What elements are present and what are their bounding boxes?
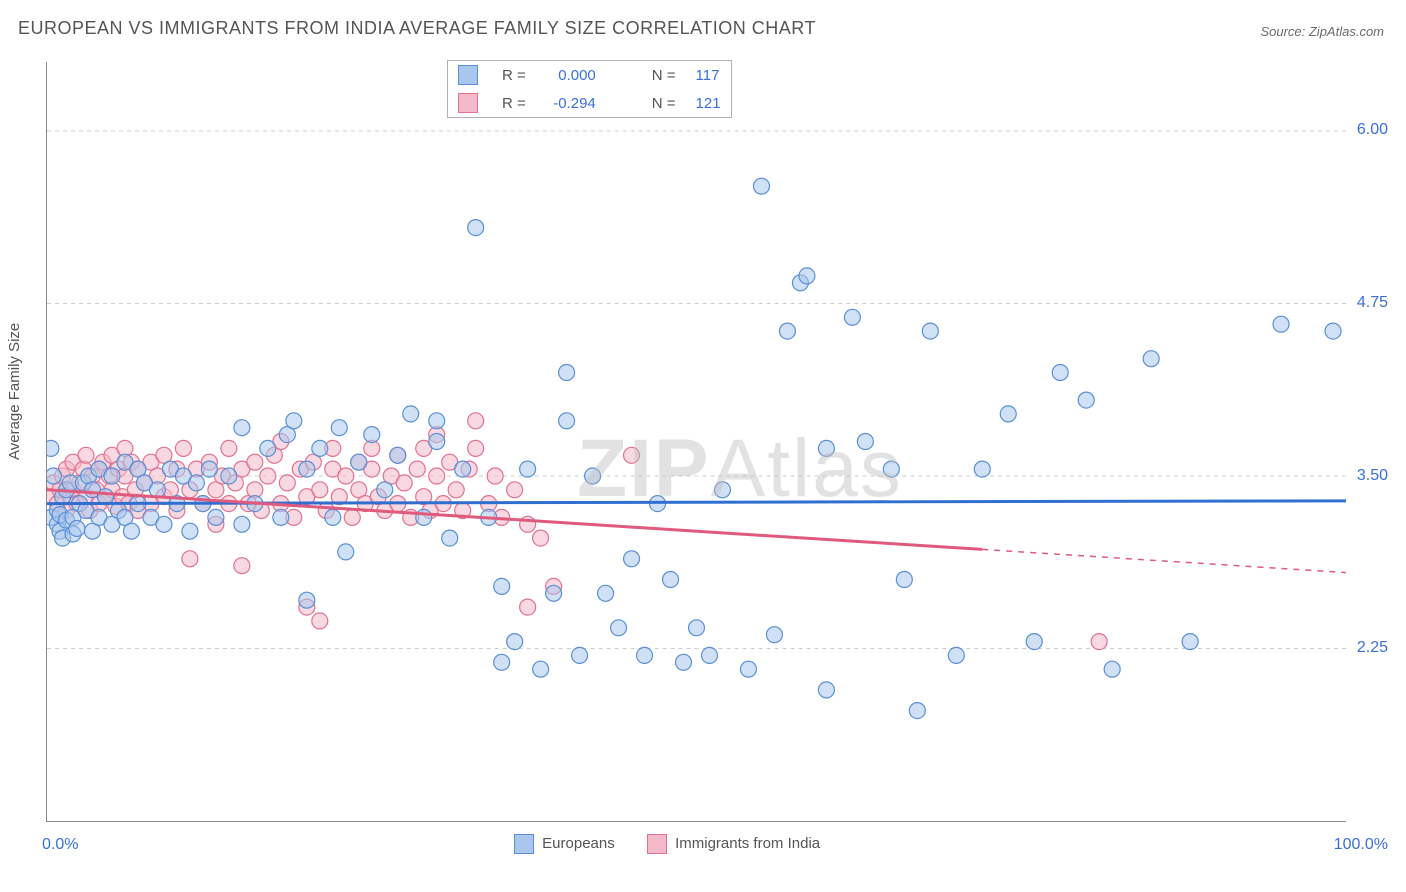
n-label-0: N = [642,61,686,89]
r-label-0: R = [492,61,536,89]
y-tick-label: 2.25 [1338,639,1388,657]
legend-label-0: Europeans [542,835,615,852]
legend-label-1: Immigrants from India [675,835,820,852]
n-label-1: N = [642,89,686,117]
swatch-series-1 [458,93,478,113]
legend-item-1: Immigrants from India [647,834,820,854]
r-value-0: 0.000 [536,61,606,89]
source-attribution: Source: ZipAtlas.com [1260,24,1384,39]
legend-stats-row-0: R = 0.000 N = 117 [448,61,731,89]
y-tick-label: 4.75 [1338,294,1388,312]
y-tick-label: 6.00 [1338,121,1388,139]
x-axis-max-label: 100.0% [1334,836,1388,854]
plot-area: ZIPAtlas R = 0.000 N = 117 R = -0.294 N … [46,62,1346,822]
legend-series: Europeans Immigrants from India [500,834,834,854]
legend-stats-row-1: R = -0.294 N = 121 [448,89,731,117]
n-value-0: 117 [686,61,731,89]
chart-svg [47,62,1346,821]
y-axis-label: Average Family Size [6,323,23,460]
swatch-bottom-1 [647,834,667,854]
swatch-series-0 [458,65,478,85]
r-label-1: R = [492,89,536,117]
swatch-bottom-0 [514,834,534,854]
legend-item-0: Europeans [514,834,615,854]
legend-stats: R = 0.000 N = 117 R = -0.294 N = 121 [447,60,732,118]
x-axis-min-label: 0.0% [42,836,78,854]
r-value-1: -0.294 [536,89,606,117]
n-value-1: 121 [686,89,731,117]
chart-title: EUROPEAN VS IMMIGRANTS FROM INDIA AVERAG… [18,18,816,39]
chart-page: EUROPEAN VS IMMIGRANTS FROM INDIA AVERAG… [0,0,1406,892]
y-tick-label: 3.50 [1338,467,1388,485]
